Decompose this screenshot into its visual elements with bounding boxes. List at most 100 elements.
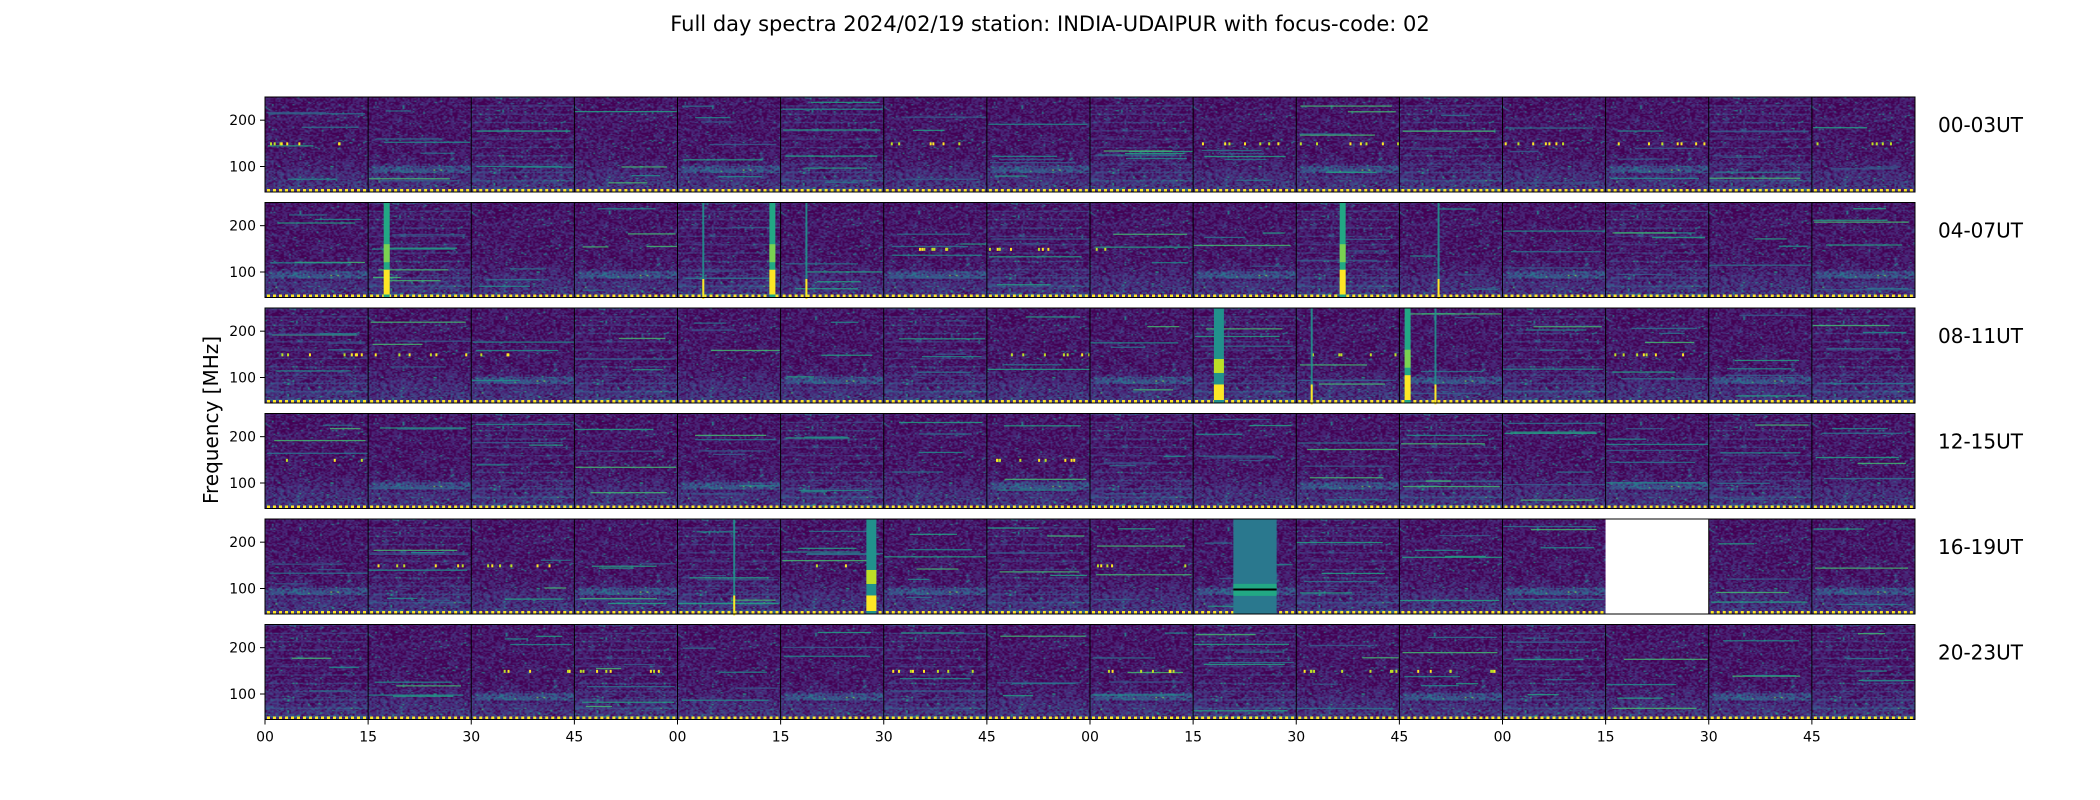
baseline-marker	[1510, 294, 1514, 298]
baseline-marker	[945, 716, 949, 720]
baseline-marker	[1710, 400, 1714, 403]
baseline-marker	[812, 716, 816, 720]
rfi-band	[944, 320, 968, 322]
baseline-marker	[1358, 505, 1362, 509]
rfi-band	[693, 322, 727, 324]
baseline-marker	[1249, 189, 1253, 192]
baseline-marker	[1285, 400, 1289, 403]
rfi-band	[1513, 390, 1554, 392]
baseline-marker	[267, 505, 270, 509]
baseline-marker	[1782, 189, 1786, 192]
rfi-dot	[898, 142, 901, 146]
spectrum-texture	[986, 308, 1090, 403]
rfi-band	[898, 421, 983, 424]
rfi-band	[1644, 341, 1695, 344]
baseline-marker	[1746, 505, 1750, 509]
baseline-marker	[951, 505, 955, 509]
baseline-marker	[345, 716, 348, 720]
baseline-marker	[969, 611, 973, 614]
rfi-dot	[398, 353, 401, 357]
baseline-marker	[382, 716, 386, 720]
baseline-marker	[715, 400, 719, 403]
rfi-band	[1814, 221, 1909, 223]
baseline-marker	[1310, 189, 1314, 192]
baseline-marker	[1594, 294, 1598, 298]
rfi-band	[1610, 177, 1700, 180]
baseline-marker	[418, 611, 422, 614]
burst-line-core	[702, 278, 705, 299]
rfi-dot	[536, 564, 539, 568]
baseline-marker	[739, 611, 743, 614]
baseline-marker	[909, 611, 913, 614]
rfi-band	[1539, 349, 1568, 351]
rfi-band	[372, 248, 455, 250]
baseline-marker	[1394, 294, 1398, 298]
rfi-dot	[923, 669, 926, 673]
burst-block-line	[1233, 588, 1277, 591]
burst-block	[1233, 519, 1277, 614]
baseline-marker	[479, 505, 483, 509]
baseline-marker	[1655, 294, 1659, 298]
rfi-band	[1096, 574, 1192, 576]
rfi-band	[1195, 433, 1243, 435]
x-tick-label: 45	[978, 730, 996, 746]
rfi-band	[1530, 528, 1597, 531]
rfi-band	[1304, 580, 1378, 583]
rfi-band	[1304, 465, 1390, 467]
baseline-marker	[1188, 400, 1191, 403]
baseline-marker	[588, 716, 592, 720]
baseline-marker	[854, 611, 858, 614]
baseline-marker	[1431, 400, 1435, 403]
burst-mid	[1339, 244, 1346, 263]
baseline-marker	[794, 611, 798, 614]
baseline-marker	[376, 189, 380, 192]
rfi-dot	[1676, 142, 1679, 146]
rfi-dot	[958, 142, 961, 146]
baseline-marker	[503, 505, 507, 509]
baseline-marker	[1267, 294, 1271, 298]
baseline-marker	[442, 611, 446, 614]
rfi-band	[1439, 534, 1491, 537]
baseline-marker	[885, 505, 889, 509]
baseline-marker	[1788, 400, 1792, 403]
baseline-marker	[1491, 716, 1495, 720]
rfi-dot	[461, 564, 464, 568]
baseline-marker	[388, 400, 392, 403]
rfi-band	[1325, 171, 1377, 173]
rfi-band	[1617, 130, 1664, 132]
baseline-marker	[594, 505, 598, 509]
baseline-marker	[745, 505, 749, 509]
baseline-marker	[606, 400, 610, 403]
baseline-marker	[1334, 294, 1338, 298]
baseline-marker	[891, 189, 895, 192]
baseline-marker	[1806, 400, 1810, 403]
baseline-marker	[945, 505, 949, 509]
rfi-band	[901, 116, 986, 118]
baseline-marker	[745, 189, 749, 192]
burst-wide	[1213, 308, 1224, 403]
rfi-band	[1427, 636, 1497, 639]
baseline-marker	[666, 611, 670, 614]
baseline-marker	[576, 400, 580, 403]
baseline-marker	[1036, 611, 1040, 614]
spectrum-texture	[1399, 202, 1503, 298]
baseline-marker	[636, 189, 640, 192]
baseline-marker	[370, 294, 374, 298]
rfi-dot	[434, 564, 437, 568]
baseline-marker	[1419, 505, 1423, 509]
baseline-marker	[357, 294, 360, 298]
baseline-marker	[1625, 400, 1629, 403]
spectrum-texture	[265, 519, 369, 614]
baseline-marker	[679, 294, 683, 298]
baseline-marker	[1364, 505, 1368, 509]
baseline-marker	[994, 400, 998, 403]
baseline-marker	[654, 400, 658, 403]
rfi-band	[368, 487, 462, 489]
baseline-marker	[975, 505, 979, 509]
baseline-marker	[1758, 611, 1762, 614]
baseline-marker	[1467, 189, 1471, 192]
baseline-marker	[327, 716, 330, 720]
rfi-band	[695, 434, 767, 437]
baseline-marker	[1340, 189, 1344, 192]
baseline-marker	[1564, 400, 1568, 403]
